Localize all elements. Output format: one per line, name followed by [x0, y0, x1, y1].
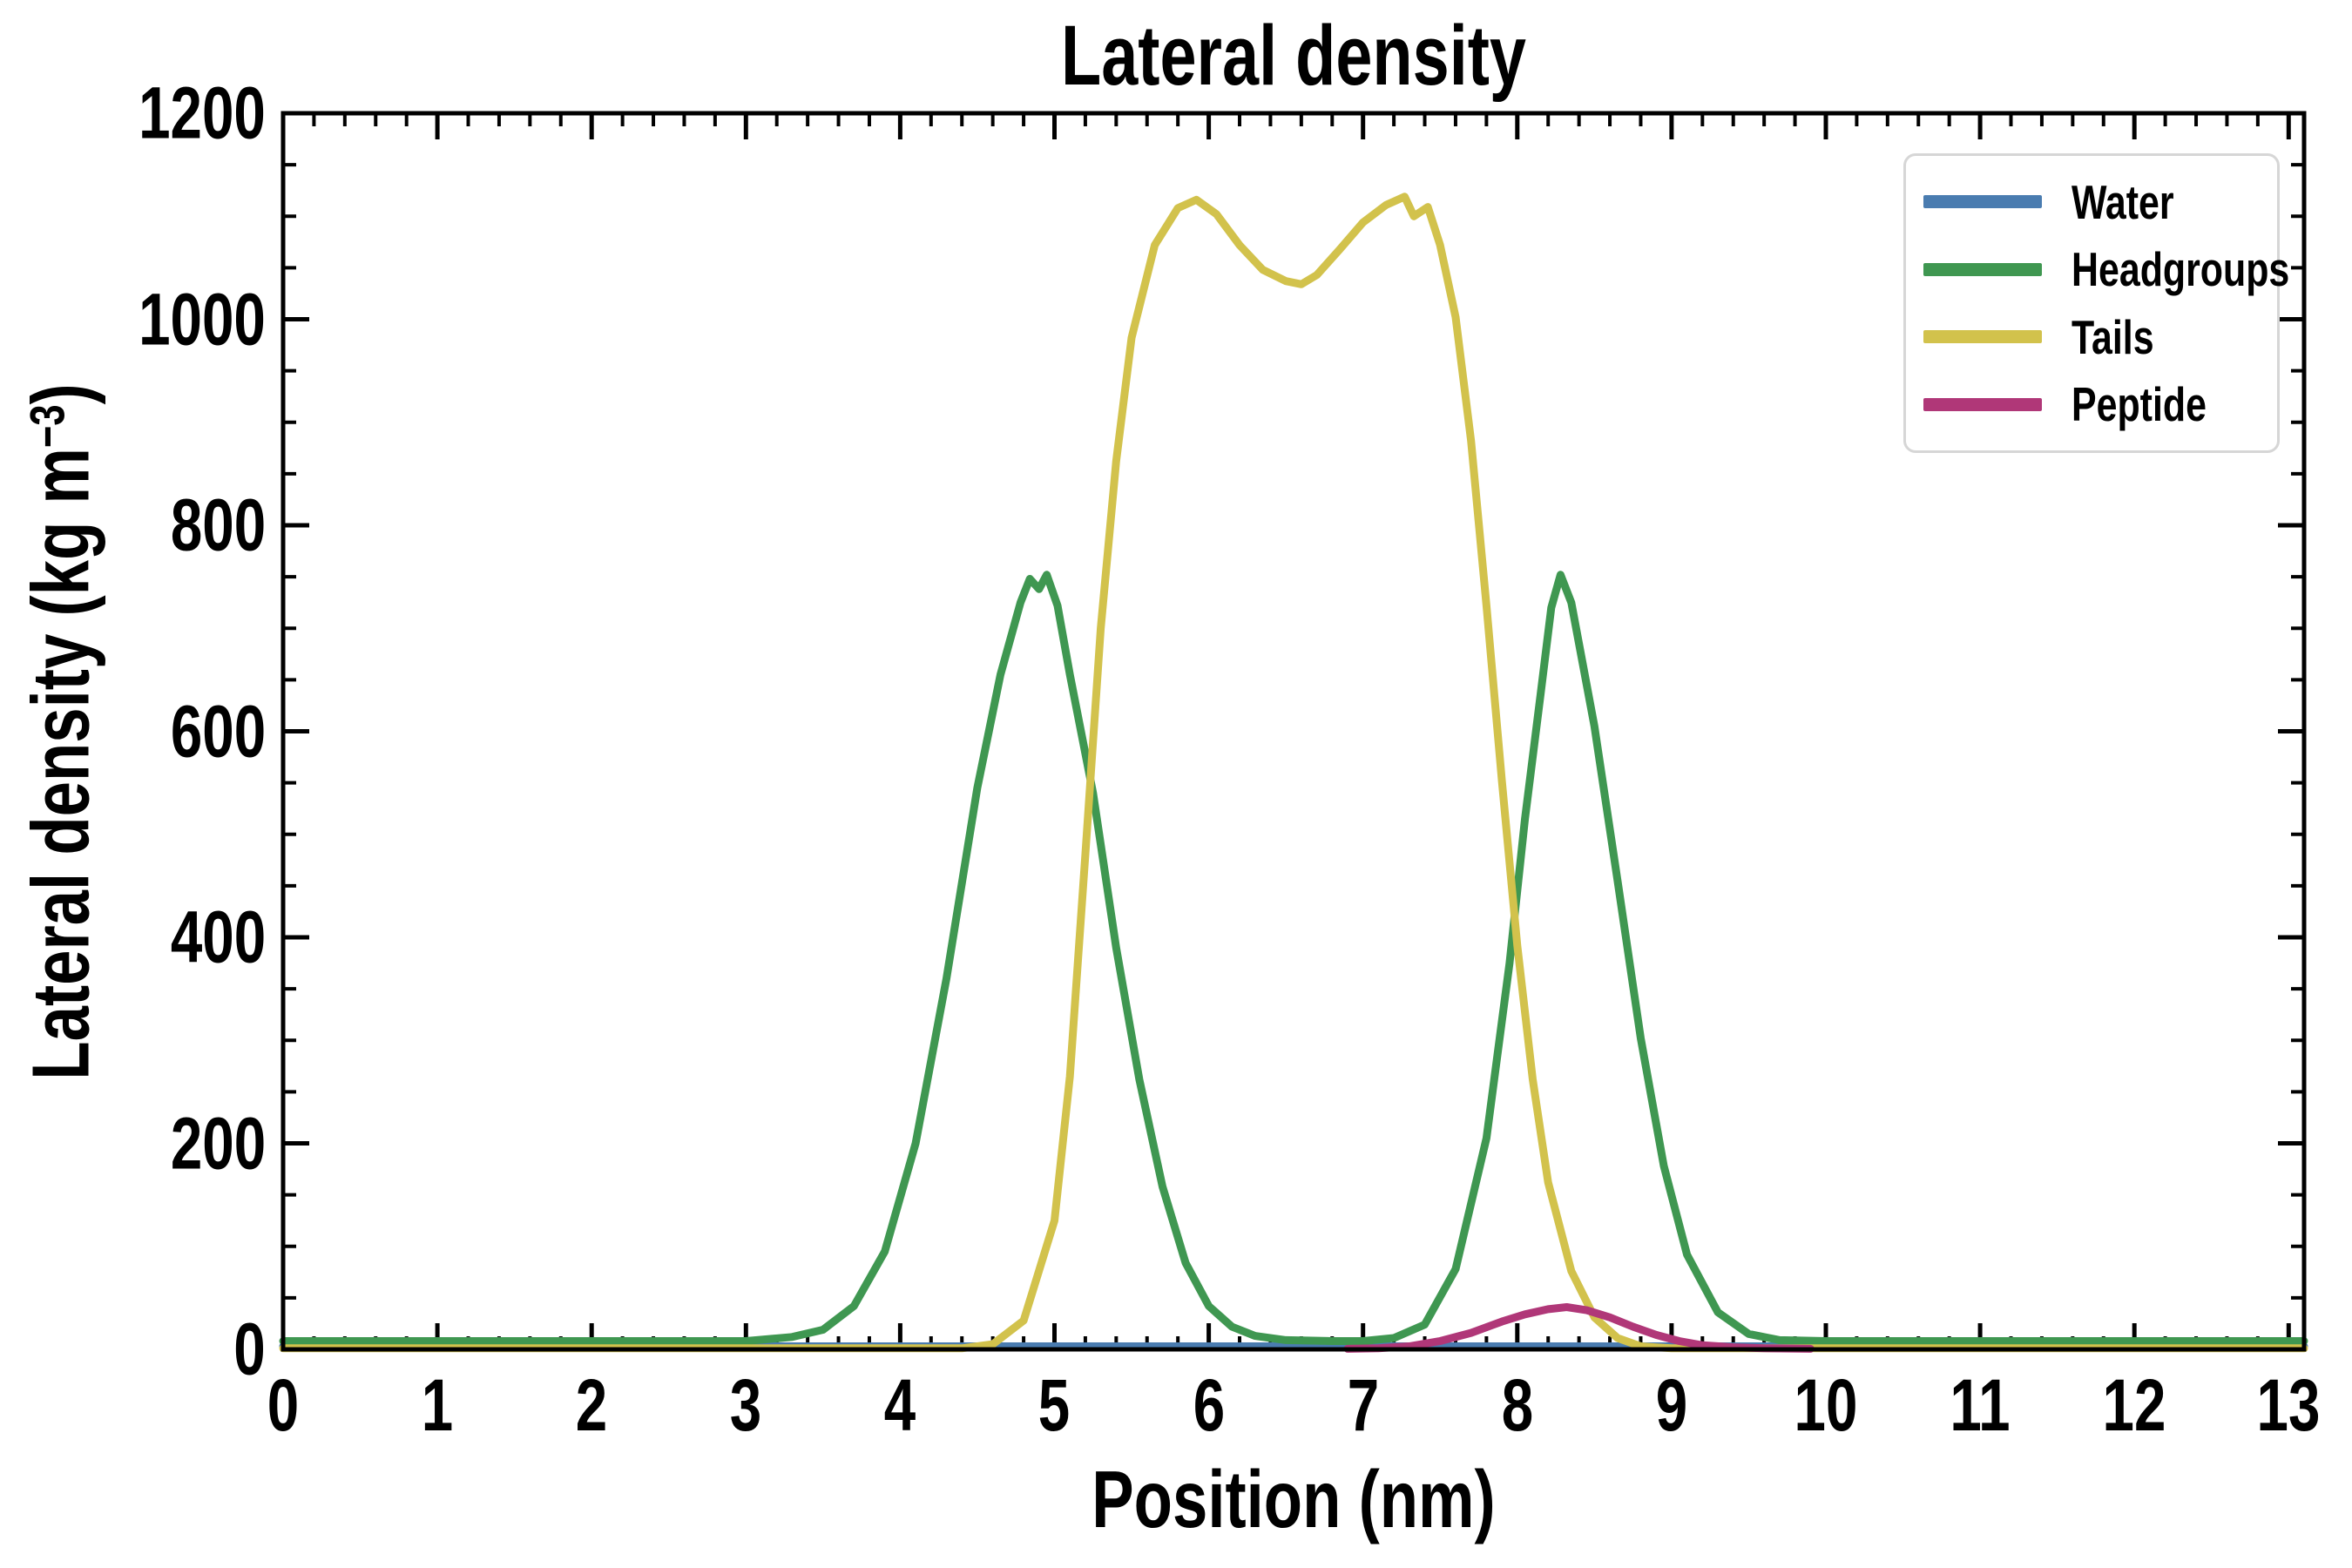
x-tick-label-12: 12: [2093, 1363, 2174, 1448]
legend-box: Water Headgroups Tails Peptide: [1903, 153, 2289, 453]
y-tick-label-800: 800: [87, 483, 266, 568]
x-tick-label-0: 0: [263, 1363, 304, 1448]
y-tick-label-text: 0: [233, 1308, 266, 1390]
y-tick-label-text: 1200: [139, 71, 266, 154]
legend-label-wrap: Tails: [2072, 309, 2177, 365]
legend-label-peptide: Peptide: [2072, 377, 2207, 432]
legend-label-wrap: Headgroups: [2072, 241, 2351, 297]
x-tick-label-5: 5: [1034, 1363, 1075, 1448]
x-tick-label-8: 8: [1497, 1363, 1538, 1448]
axes-frame: [280, 111, 2307, 1352]
x-tick-label-text: 13: [2256, 1364, 2321, 1446]
series-line-tails: [279, 193, 2308, 1353]
y-tick-label-text: 200: [170, 1102, 266, 1184]
x-tick-label-text: 11: [1950, 1364, 2011, 1446]
x-tick-label-6: 6: [1188, 1363, 1229, 1448]
x-tick-label-10: 10: [1785, 1363, 1866, 1448]
y-tick-label-text: 1000: [139, 278, 266, 360]
x-tick-label-text: 1: [421, 1364, 454, 1446]
series-line-peptide: [1343, 1303, 1815, 1353]
x-tick-label-text: 3: [730, 1364, 762, 1446]
y-tick-label-0: 0: [87, 1308, 266, 1392]
legend-swatch-peptide: [1923, 397, 2042, 411]
x-tick-label-13: 13: [2248, 1363, 2329, 1448]
x-tick-label-text: 10: [1794, 1364, 1858, 1446]
y-tick-label-text: 800: [170, 483, 266, 566]
legend-label-headgroups: Headgroups: [2072, 242, 2290, 297]
x-tick-label-text: 2: [575, 1364, 608, 1446]
x-tick-label-text: 12: [2102, 1364, 2166, 1446]
y-tick-label-1200: 1200: [87, 71, 266, 156]
x-tick-label-7: 7: [1342, 1363, 1383, 1448]
y-axis-label-exponent: −3: [19, 404, 75, 449]
chart-title: Lateral density: [996, 7, 1592, 105]
legend-swatch-headgroups: [1923, 262, 2042, 276]
x-tick-label-3: 3: [726, 1363, 767, 1448]
x-tick-label-4: 4: [880, 1363, 921, 1448]
chart-title-text: Lateral density: [1060, 8, 1527, 103]
x-tick-label-11: 11: [1942, 1363, 2019, 1448]
series-line-headgroups: [279, 571, 2308, 1345]
y-tick-label-1000: 1000: [87, 277, 266, 362]
legend-label-water: Water: [2072, 174, 2174, 229]
legend-item-water: Water: [1923, 174, 2272, 230]
x-tick-label-text: 4: [884, 1364, 916, 1446]
x-axis-label-text: Position (nm): [1092, 1454, 1496, 1544]
y-tick-label-200: 200: [87, 1101, 266, 1186]
legend-item-headgroups: Headgroups: [1923, 241, 2289, 297]
x-tick-label-1: 1: [417, 1363, 458, 1448]
x-tick-label-text: 8: [1501, 1364, 1534, 1446]
y-axis-label-close: ): [15, 383, 106, 405]
legend-label-wrap: Peptide: [2072, 376, 2245, 432]
legend-label-tails: Tails: [2072, 309, 2154, 364]
x-tick-label-text: 9: [1655, 1364, 1688, 1446]
x-tick-label-text: 7: [1347, 1364, 1379, 1446]
y-tick-label-text: 600: [170, 690, 266, 772]
legend-swatch-tails: [1923, 330, 2042, 344]
legend-swatch-water: [1923, 195, 2042, 209]
legend-item-tails: Tails: [1923, 309, 2272, 365]
x-tick-label-9: 9: [1652, 1363, 1693, 1448]
x-tick-label-text: 6: [1193, 1364, 1225, 1446]
y-tick-label-600: 600: [87, 689, 266, 774]
x-tick-label-2: 2: [571, 1363, 612, 1448]
x-tick-label-text: 5: [1038, 1364, 1071, 1446]
legend-item-peptide: Peptide: [1923, 376, 2272, 432]
y-tick-label-text: 400: [170, 896, 266, 978]
legend-label-wrap: Water: [2072, 174, 2203, 230]
x-axis-label: Position (nm): [1035, 1453, 1552, 1546]
x-tick-label-text: 0: [267, 1364, 300, 1446]
y-tick-label-400: 400: [87, 896, 266, 980]
